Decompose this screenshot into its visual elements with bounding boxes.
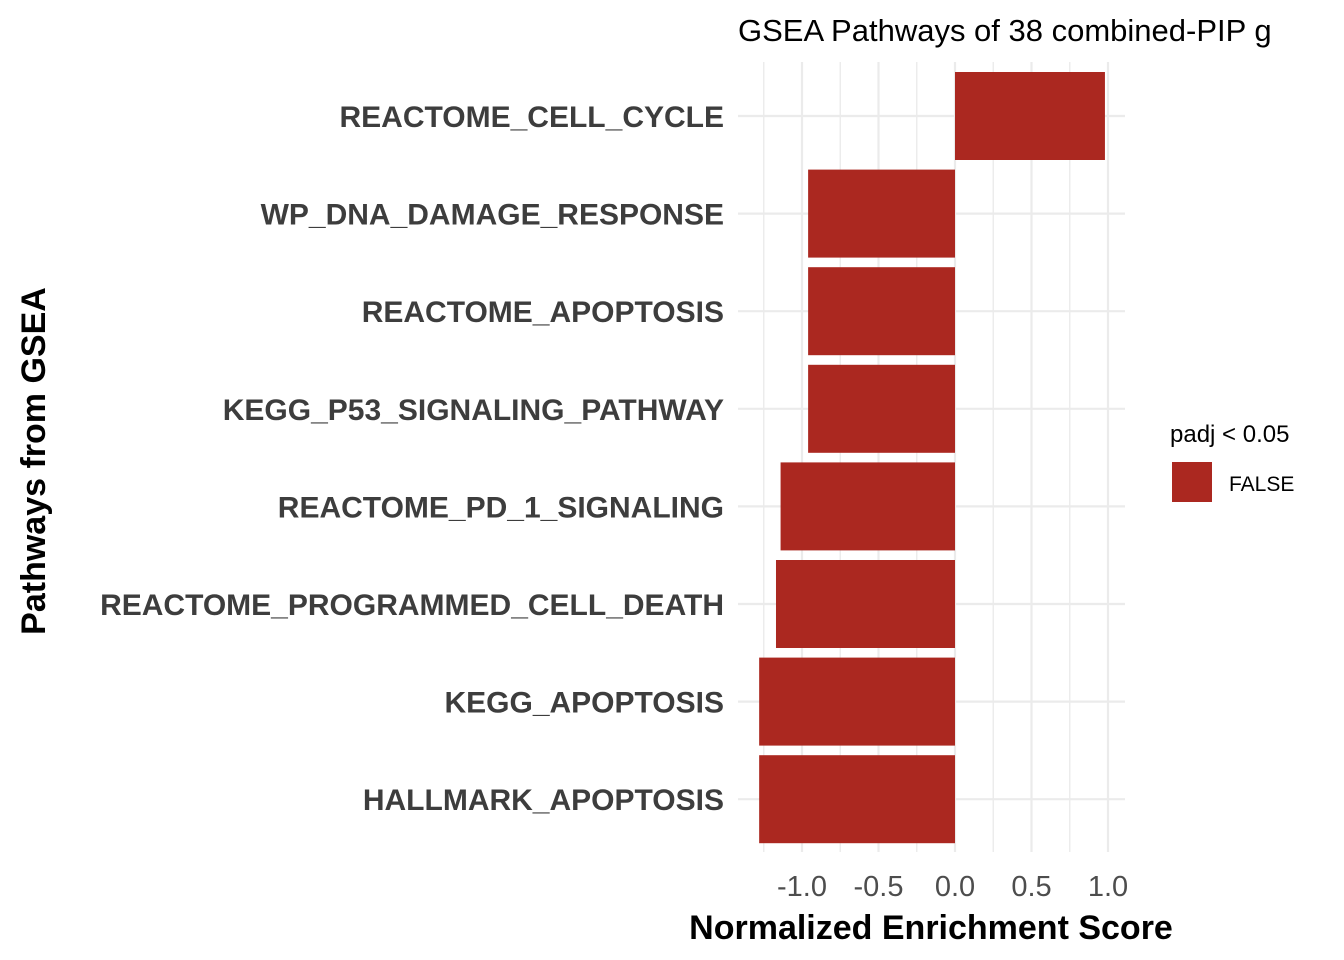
chart-title: GSEA Pathways of 38 combined-PIP g	[738, 13, 1272, 48]
bar-kegg-p53-signaling-pathway	[808, 364, 955, 453]
bar-reactome-cell-cycle	[955, 72, 1105, 160]
category-label: KEGG_APOPTOSIS	[444, 687, 724, 720]
category-label: REACTOME_APOPTOSIS	[362, 296, 724, 329]
category-labels: REACTOME_CELL_CYCLE WP_DNA_DAMAGE_RESPONS…	[100, 101, 724, 817]
bar-kegg-apoptosis	[759, 657, 955, 746]
bar-wp-dna-damage-response	[808, 169, 955, 258]
legend-label: FALSE	[1229, 473, 1294, 496]
bar-reactome-apoptosis	[808, 267, 955, 356]
bars	[759, 72, 1105, 844]
category-label: HALLMARK_APOPTOSIS	[363, 784, 724, 817]
category-label: REACTOME_PROGRAMMED_CELL_DEATH	[100, 589, 724, 622]
x-tick-label: 0.5	[1011, 871, 1051, 903]
x-tick-label: 1.0	[1088, 871, 1128, 903]
legend: padj < 0.05 FALSE	[1170, 421, 1294, 502]
legend-swatch	[1172, 462, 1212, 502]
category-label: REACTOME_CELL_CYCLE	[340, 101, 725, 134]
category-label: REACTOME_PD_1_SIGNALING	[278, 491, 724, 524]
y-axis-title: Pathways from GSEA	[15, 287, 53, 635]
x-tick-label: -1.0	[777, 871, 827, 903]
category-label: WP_DNA_DAMAGE_RESPONSE	[261, 199, 724, 232]
x-tick-label: -0.5	[854, 871, 904, 903]
x-axis-title: Normalized Enrichment Score	[689, 909, 1173, 947]
bar-reactome-programmed-cell-death	[775, 560, 955, 648]
bar-reactome-pd-1-signaling	[780, 462, 955, 551]
bar-hallmark-apoptosis	[759, 755, 955, 844]
x-tick-label: 0.0	[935, 871, 975, 903]
x-tick-labels: -1.0 -0.5 0.0 0.5 1.0	[777, 871, 1128, 903]
legend-title: padj < 0.05	[1170, 421, 1289, 448]
category-label: KEGG_P53_SIGNALING_PATHWAY	[223, 394, 724, 427]
